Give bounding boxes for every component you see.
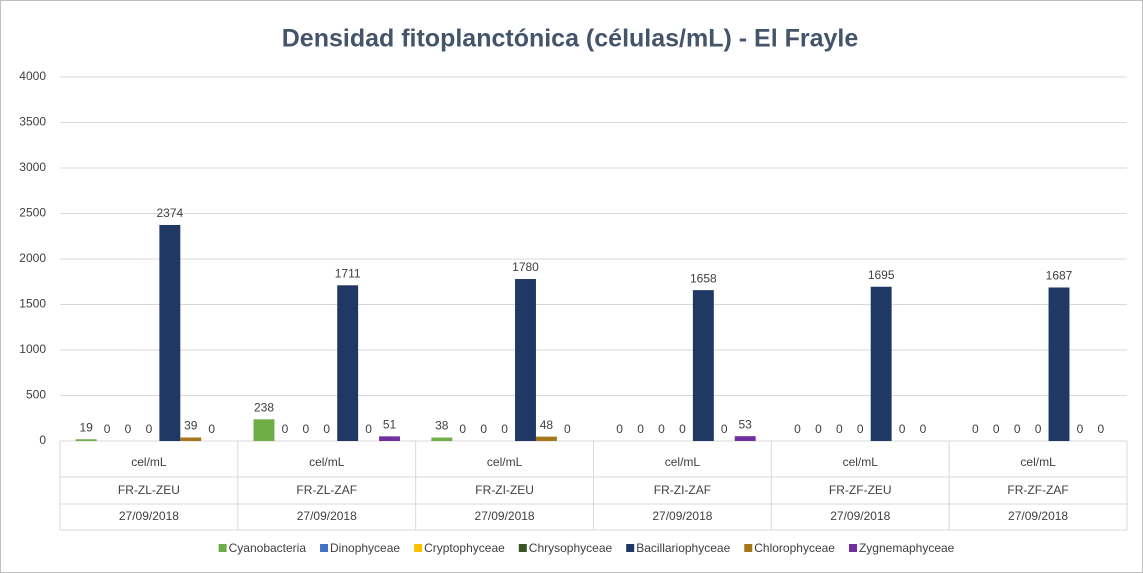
y-tick-label: 1500 (19, 297, 46, 311)
x-tick-label: FR-ZF-ZEU (829, 483, 892, 497)
data-label: 0 (365, 422, 372, 436)
data-label: 0 (899, 422, 906, 436)
data-label: 0 (1077, 422, 1084, 436)
data-label: 0 (104, 422, 111, 436)
y-tick-label: 3500 (19, 115, 46, 129)
data-label: 1780 (512, 260, 539, 274)
legend-swatch (320, 544, 329, 552)
legend-swatch (218, 544, 227, 552)
bar (734, 436, 756, 441)
x-tick-label: 27/09/2018 (297, 509, 357, 523)
data-label: 38 (435, 419, 449, 433)
x-tick-label: 27/09/2018 (830, 509, 890, 523)
data-label: 0 (125, 422, 132, 436)
y-tick-label: 2500 (19, 206, 46, 220)
data-label: 0 (993, 422, 1000, 436)
legend-swatch (518, 544, 527, 552)
x-tick-label: cel/mL (131, 455, 167, 469)
bar (337, 285, 359, 441)
data-label: 0 (679, 422, 686, 436)
data-label: 1711 (335, 266, 361, 280)
data-label: 0 (501, 422, 508, 436)
bar (515, 279, 536, 441)
bar (1048, 287, 1070, 441)
data-label: 0 (637, 422, 644, 436)
data-label: 0 (1014, 422, 1021, 436)
data-label: 0 (564, 422, 571, 436)
y-tick-label: 500 (26, 388, 46, 402)
x-tick-label: cel/mL (487, 455, 523, 469)
bar (159, 224, 181, 441)
bar (75, 439, 97, 441)
y-tick-label: 2000 (19, 251, 46, 265)
x-tick-label: 27/09/2018 (1008, 509, 1068, 523)
legend-label: Cryptophyceae (424, 541, 505, 555)
data-label: 1658 (690, 271, 717, 285)
data-label: 0 (323, 422, 330, 436)
x-tick-label: 27/09/2018 (475, 509, 535, 523)
data-label: 0 (282, 422, 289, 436)
x-tick-label: FR-ZF-ZAF (1007, 483, 1068, 497)
bar (535, 436, 557, 441)
bar (180, 437, 202, 441)
y-tick-label: 4000 (19, 69, 46, 83)
bar (692, 290, 714, 441)
x-tick-label: FR-ZL-ZAF (296, 483, 357, 497)
legend-label: Chlorophyceae (754, 541, 835, 555)
x-tick-label: cel/mL (843, 455, 879, 469)
legend-label: Zygnemaphyceae (859, 541, 955, 555)
y-tick-label: 0 (39, 433, 46, 447)
legend-swatch (848, 544, 857, 552)
data-label: 0 (146, 422, 153, 436)
x-tick-label: FR-ZI-ZEU (475, 483, 534, 497)
data-label: 51 (383, 418, 397, 432)
x-tick-label: 27/09/2018 (652, 509, 712, 523)
x-tick-label: 27/09/2018 (119, 509, 179, 523)
data-label: 0 (972, 422, 979, 436)
legend-swatch (744, 544, 753, 552)
data-label: 0 (302, 422, 309, 436)
legend-label: Bacillariophyceae (636, 541, 730, 555)
bar (431, 437, 453, 441)
data-label: 53 (739, 417, 753, 431)
data-label: 1695 (868, 268, 895, 282)
legend-swatch (414, 544, 423, 552)
legend-swatch (626, 544, 635, 552)
data-label: 48 (540, 418, 554, 432)
data-label: 39 (184, 419, 198, 433)
legend-label: Chrysophyceae (529, 541, 613, 555)
data-label: 0 (794, 422, 801, 436)
bar (253, 419, 275, 441)
data-label: 0 (1035, 422, 1042, 436)
data-label: 19 (79, 420, 93, 434)
x-tick-label: cel/mL (1020, 455, 1056, 469)
data-label: 0 (920, 422, 927, 436)
chart-title: Densidad fitoplanctónica (células/mL) - … (282, 25, 859, 53)
data-label: 0 (721, 422, 728, 436)
data-label: 0 (208, 422, 215, 436)
x-tick-label: FR-ZL-ZEU (118, 483, 180, 497)
data-label: 0 (1098, 422, 1105, 436)
data-label: 238 (254, 401, 274, 415)
data-label: 0 (836, 422, 843, 436)
y-tick-label: 1000 (19, 342, 46, 356)
data-label: 0 (616, 422, 623, 436)
data-label: 0 (857, 422, 864, 436)
x-tick-label: cel/mL (665, 455, 701, 469)
legend-label: Cyanobacteria (229, 541, 307, 555)
data-label: 0 (459, 422, 466, 436)
data-label: 0 (658, 422, 665, 436)
data-label: 2374 (156, 206, 183, 220)
data-label: 1687 (1046, 269, 1073, 283)
y-tick-label: 3000 (19, 160, 46, 174)
legend-label: Dinophyceae (330, 541, 400, 555)
data-label: 0 (815, 422, 822, 436)
x-tick-label: cel/mL (309, 455, 345, 469)
x-tick-label: FR-ZI-ZAF (654, 483, 711, 497)
bar (379, 436, 400, 441)
data-label: 0 (480, 422, 487, 436)
bar (870, 286, 892, 441)
